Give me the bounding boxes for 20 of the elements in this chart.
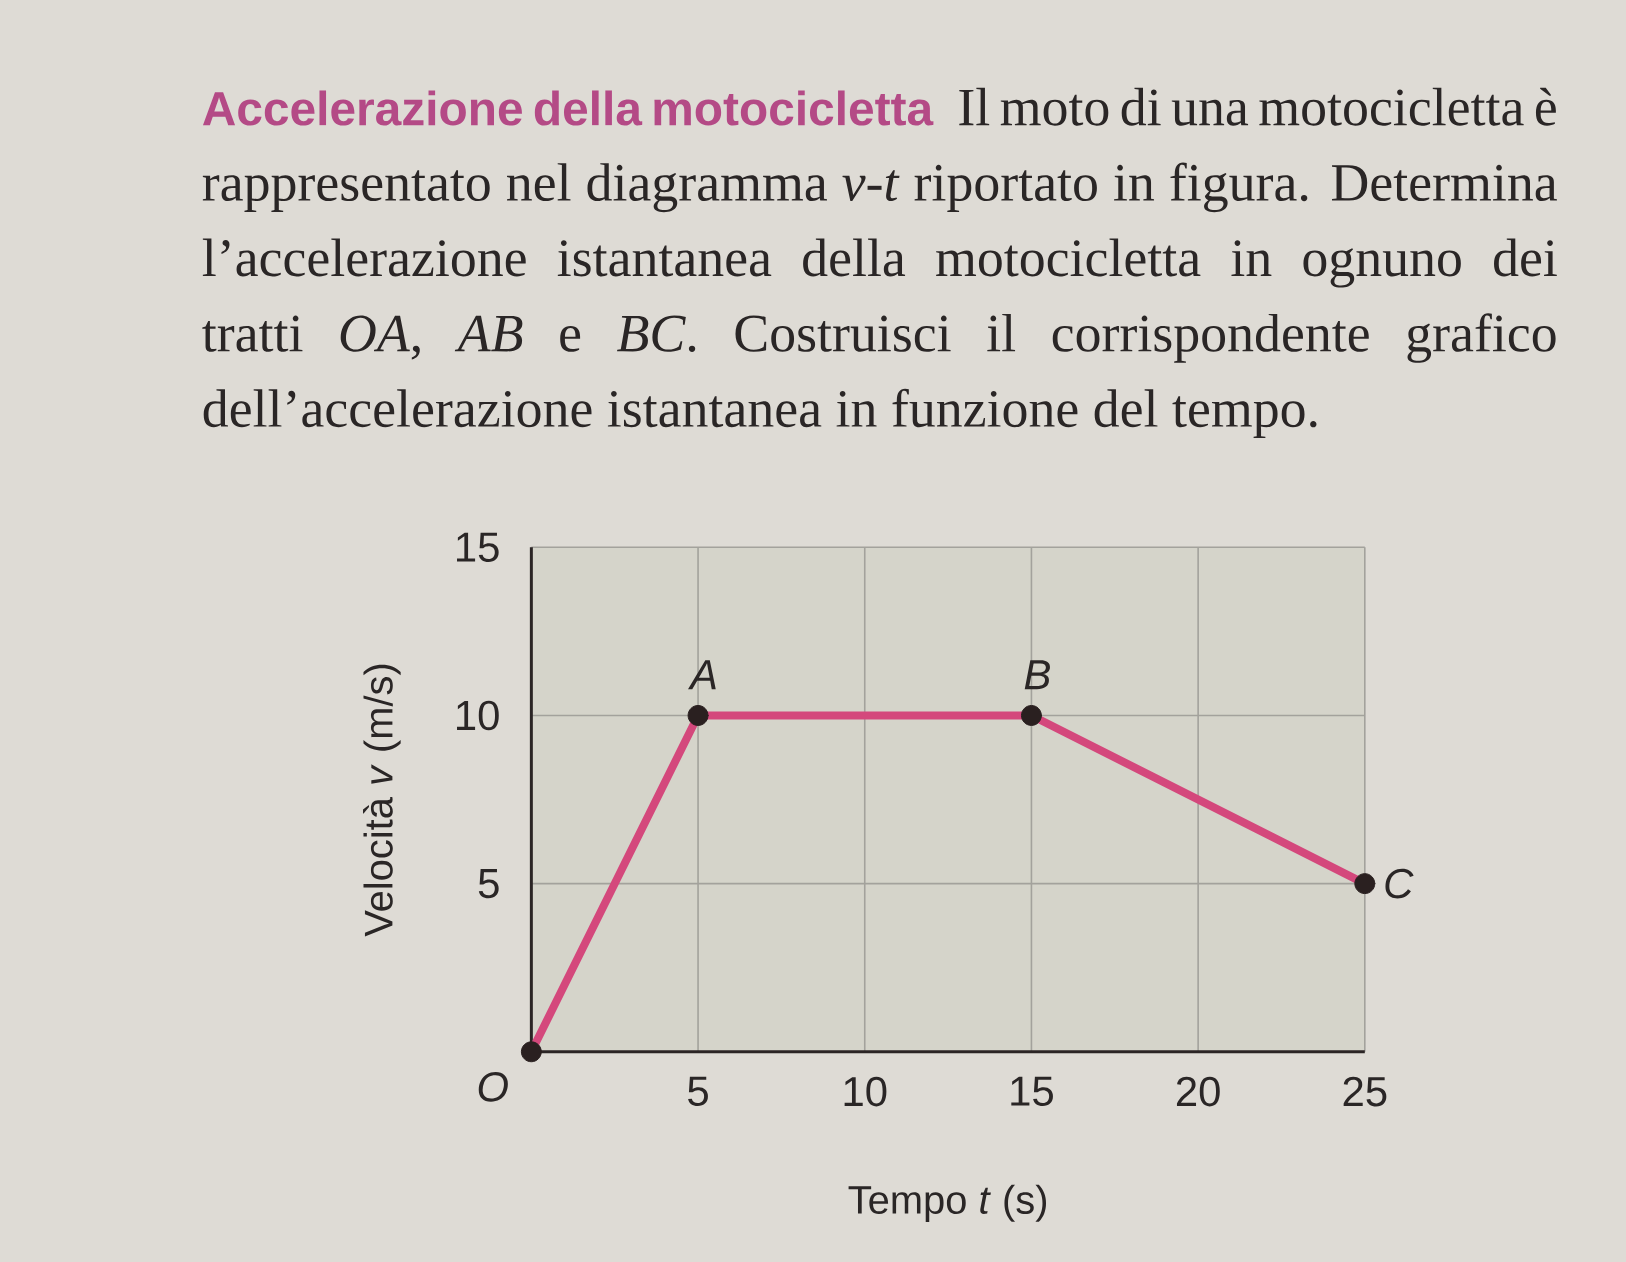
x-tick-label: 20 bbox=[1176, 1076, 1220, 1107]
x-tick-label: 15 bbox=[1011, 1076, 1053, 1106]
text: Il moto di una motocicletta è bbox=[959, 87, 1556, 126]
annotation: O bbox=[478, 1072, 508, 1102]
x-tick-label: 10 bbox=[844, 1076, 887, 1107]
x-tick-label: 25 bbox=[1343, 1076, 1387, 1107]
text: rappresentato nel diagramma v-t riportato in figura. Determina bbox=[202, 162, 1557, 213]
y-tick-label: 5 bbox=[478, 868, 499, 899]
text: dell’accelerazione istantanea in funzione del tempo. bbox=[203, 388, 1317, 439]
annotation: C bbox=[1385, 868, 1414, 899]
annotation: A bbox=[688, 660, 716, 690]
x-axis-title: Tempo t (s) bbox=[848, 1184, 1047, 1222]
y-tick-label: 10 bbox=[457, 700, 499, 731]
text: tratti OA, AB e BC. Costruisci il corrispondente grafico bbox=[202, 313, 1556, 363]
y-axis-title: Velocità v (m/s) bbox=[363, 664, 401, 937]
y-tick-label: 15 bbox=[457, 532, 499, 562]
text: l’accelerazione istantanea della motocicletta in ognuno dei bbox=[202, 238, 1557, 288]
x-tick-label: 5 bbox=[688, 1076, 708, 1106]
annotation: B bbox=[1024, 660, 1050, 690]
chart-title: Accelerazione della motocicletta bbox=[202, 90, 934, 126]
